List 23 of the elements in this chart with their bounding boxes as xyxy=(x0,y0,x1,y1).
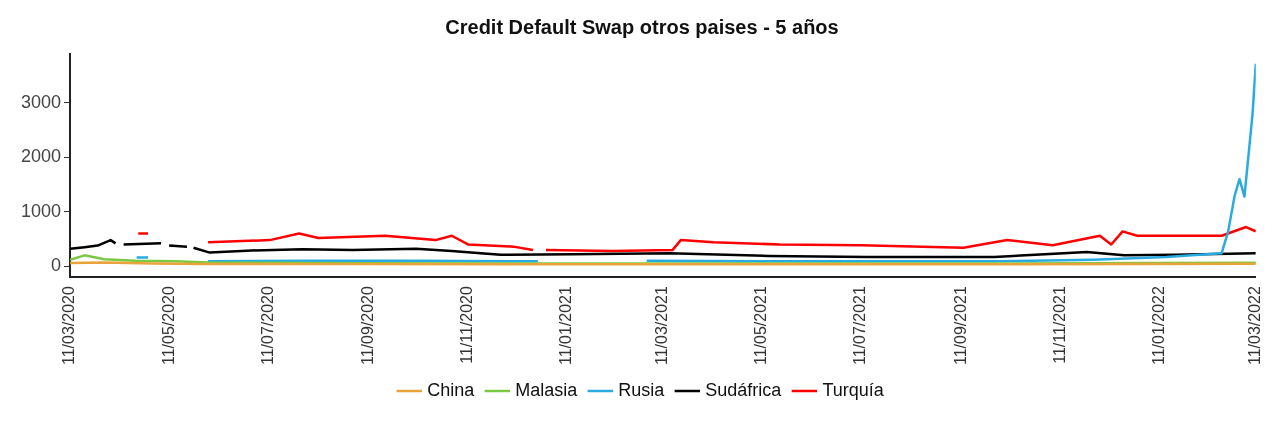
y-tick-label: 2000 xyxy=(21,146,62,167)
x-tick-label: 11/05/2020 xyxy=(159,286,177,365)
x-tick-label: 11/01/2021 xyxy=(557,286,575,365)
x-tick-label: 11/01/2022 xyxy=(1150,286,1168,365)
x-tick-label: 11/03/2020 xyxy=(60,286,78,365)
x-tick-label: 11/11/2020 xyxy=(458,286,476,364)
legend-label: Turquía xyxy=(822,379,885,400)
x-tick-label: 11/03/2021 xyxy=(653,286,671,365)
x-tick-label: 11/07/2021 xyxy=(851,286,869,365)
legend-label: Sudáfrica xyxy=(705,379,783,400)
x-tick-label: 11/09/2020 xyxy=(359,286,377,365)
legend-label: China xyxy=(427,379,476,400)
y-tick-label: 1000 xyxy=(21,200,62,221)
y-tick-label: 0 xyxy=(51,255,62,276)
x-tick-label: 11/07/2020 xyxy=(258,286,276,365)
x-tick-label: 11/11/2021 xyxy=(1051,286,1069,364)
x-tick-label: 11/09/2021 xyxy=(952,286,970,365)
legend-label: Rusia xyxy=(618,379,666,400)
legend-label: Malasia xyxy=(515,379,579,400)
x-tick-label: 11/03/2022 xyxy=(1246,286,1264,365)
x-tick-label: 11/05/2021 xyxy=(752,286,770,365)
chart-title: Credit Default Swap otros paises - 5 años xyxy=(445,15,839,38)
y-tick-label: 3000 xyxy=(21,91,62,112)
